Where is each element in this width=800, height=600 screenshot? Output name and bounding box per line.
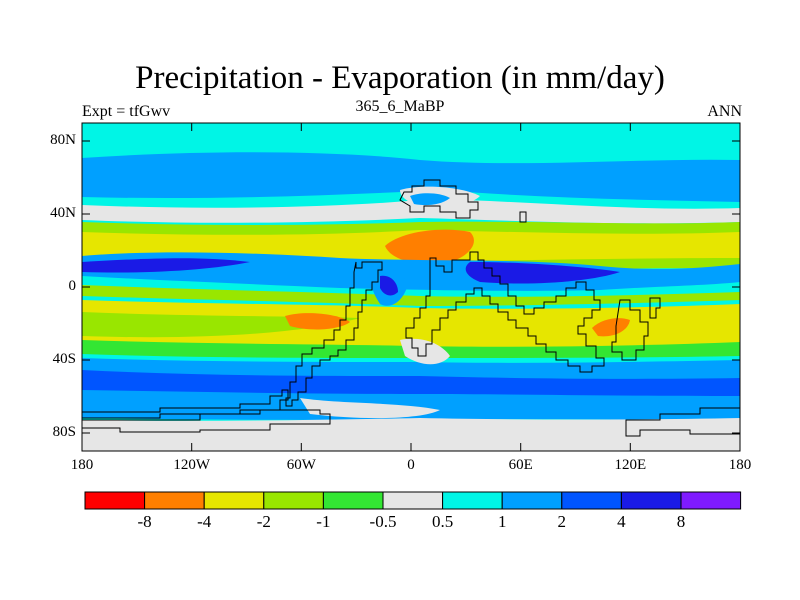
x-tick-label: 0 (407, 457, 415, 473)
coastlines (82, 179, 740, 437)
itcz-dark (82, 258, 250, 273)
itcz-dark-2 (465, 262, 620, 284)
orange-south (285, 313, 350, 330)
colorbar-box (144, 491, 205, 510)
x-tick-label: 60W (286, 457, 316, 473)
colorbar-box (620, 491, 682, 510)
north-africa-dark (380, 275, 398, 296)
north-china-light (410, 193, 450, 206)
experiment-label: Expt = tfGwv (82, 103, 171, 120)
colorbar-label: 1 (497, 512, 507, 531)
colorbar-label: -0.5 (369, 512, 397, 531)
band-north-light (82, 152, 740, 202)
colorbar (84, 491, 742, 510)
x-tick-label: 180 (70, 457, 94, 473)
antarctic-grey (300, 398, 440, 419)
colorbar-label: -8 (137, 512, 152, 531)
colorbar-box (322, 491, 384, 510)
colorbar-box (382, 491, 444, 510)
y-tick-label: 80S (52, 424, 76, 440)
colorbar-box (442, 491, 503, 510)
colorbar-label: -4 (197, 512, 212, 531)
precip-evap-field (82, 123, 740, 451)
colorbar-box (203, 491, 265, 510)
x-tick-label: 60E (508, 457, 533, 473)
colorbar-label: 8 (676, 512, 686, 531)
x-tick-label: 180 (728, 457, 752, 473)
equator-green (82, 285, 740, 306)
colorbar-label: -1 (316, 512, 331, 531)
orange-south-2 (592, 318, 630, 337)
colorbar-label: -2 (256, 512, 271, 531)
map-title: Precipitation - Evaporation (in mm/day) (135, 60, 665, 96)
season-label: ANN (707, 103, 742, 120)
axis-ticks (82, 123, 740, 451)
band-south-medium (82, 370, 740, 396)
colorbar-box (501, 491, 563, 510)
colorbar-label: 0.5 (431, 512, 454, 531)
y-tick-label: 80N (50, 132, 76, 148)
x-tick-label: 120W (173, 457, 211, 473)
colorbar-box (680, 491, 742, 510)
band-subtrop-south-yellow (82, 300, 740, 353)
colorbar-box (561, 491, 622, 510)
colorbar-label: 4 (617, 512, 626, 531)
y-tick-label: 0 (68, 278, 77, 294)
colorbar-box (263, 491, 324, 510)
band-south-grey (82, 418, 740, 451)
x-tick-label: 120E (614, 457, 647, 473)
colorbar-box (84, 491, 146, 510)
orange-north (385, 229, 474, 264)
y-tick-label: 40N (50, 205, 76, 221)
colorbar-label: 2 (557, 512, 567, 531)
y-tick-label: 40S (52, 351, 76, 367)
map-subtitle: 365_6_MaBP (355, 98, 445, 115)
